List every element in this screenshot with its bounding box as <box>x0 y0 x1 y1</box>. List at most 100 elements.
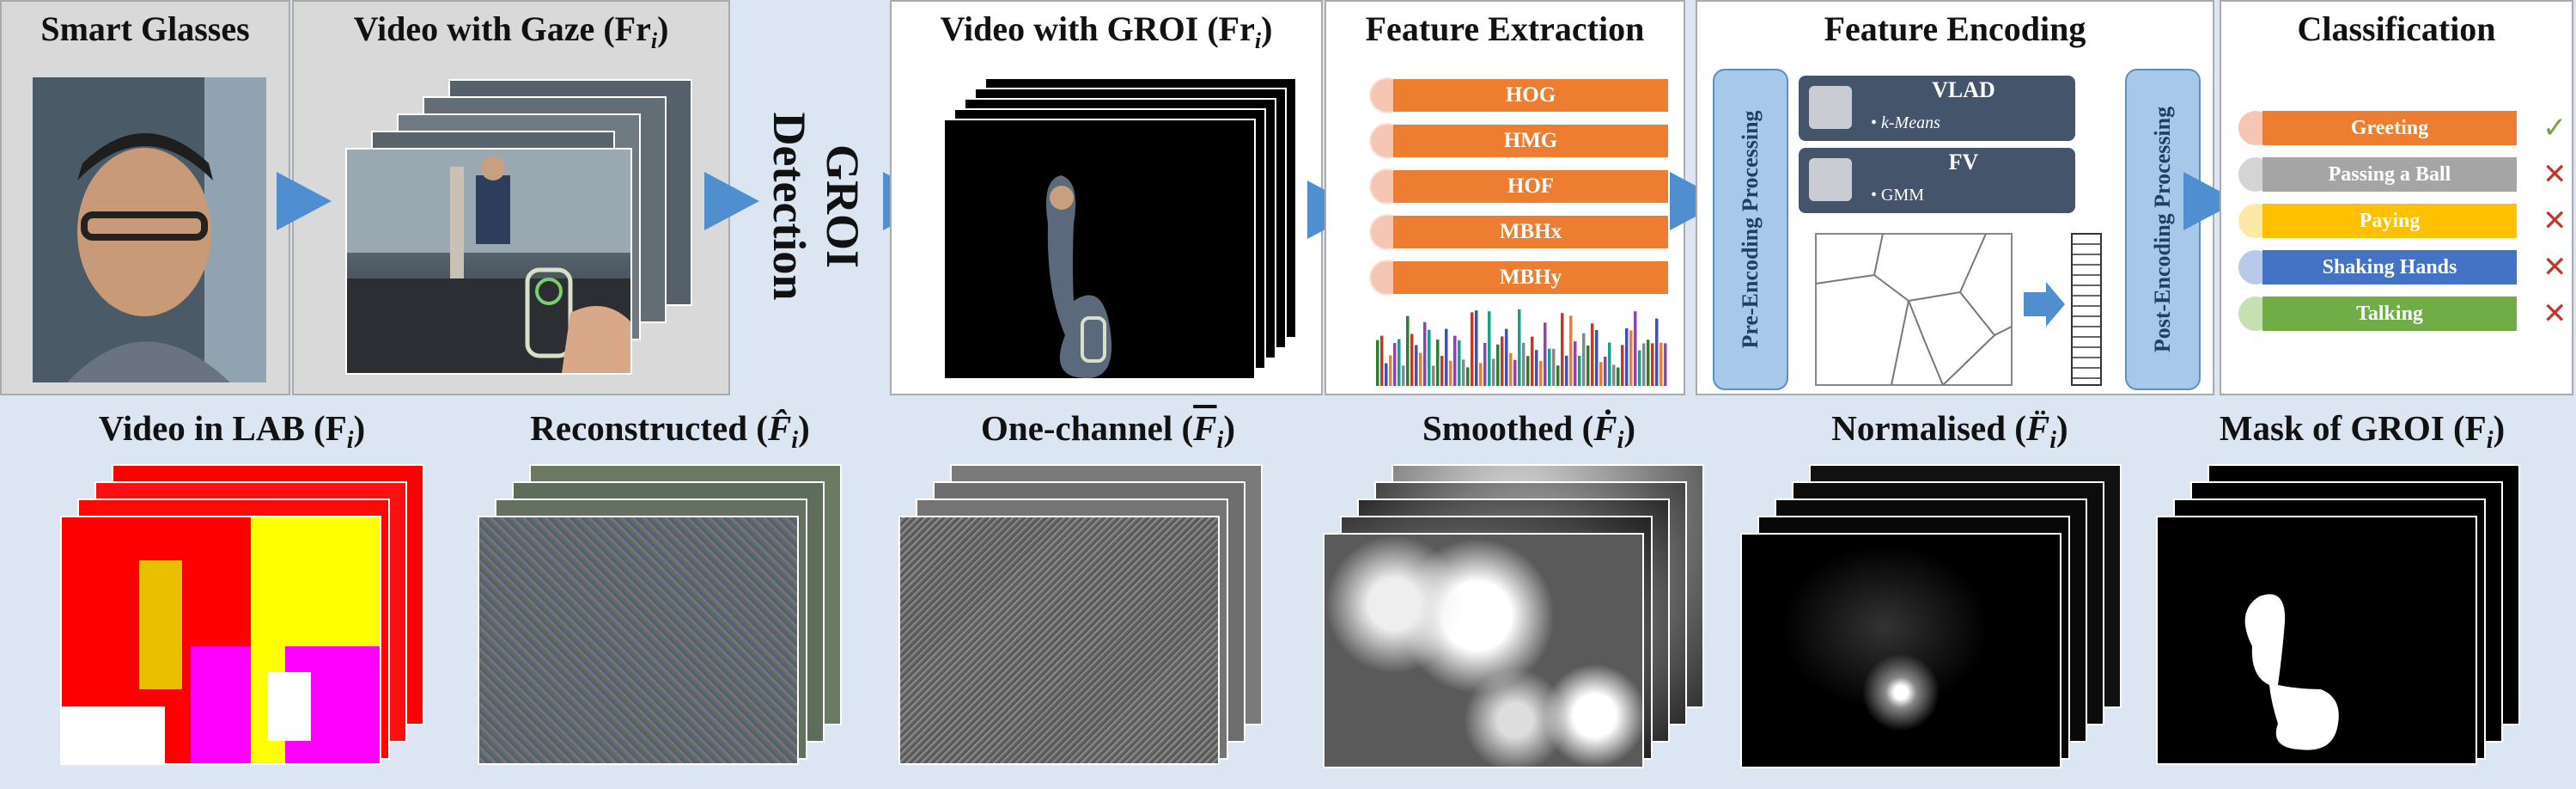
histogram-bar <box>1453 335 1457 386</box>
histogram-bar <box>1398 339 1401 386</box>
histogram-bar <box>1380 335 1384 386</box>
arrow-gaze-to-detection <box>704 172 759 230</box>
video-gaze-panel: Video with Gaze (Fri) <box>292 0 730 395</box>
histogram-bar <box>1505 328 1508 386</box>
histogram-bar <box>1634 311 1637 386</box>
histogram-bar <box>1449 360 1452 386</box>
histogram-bar <box>1496 344 1500 386</box>
histogram-bar <box>1415 345 1418 386</box>
feature-extraction-title: Feature Extraction <box>1365 9 1645 48</box>
histogram-bar <box>1428 329 1431 386</box>
cross-icon: ✕ <box>2543 204 2567 238</box>
histogram-bar <box>1659 342 1663 386</box>
groi-mask-shape <box>2244 594 2339 750</box>
lab-frame-stack <box>60 464 438 774</box>
histogram-bar <box>1625 327 1629 386</box>
histogram-bar <box>1410 333 1414 386</box>
one-channel-title: One-channel (Fi) <box>981 408 1235 455</box>
histogram-bar <box>1565 355 1568 386</box>
groi-masked-region <box>1045 175 1112 378</box>
smart-glasses-panel: Smart Glasses <box>0 0 290 395</box>
histogram-bar <box>1423 321 1427 386</box>
histogram-bar <box>1647 339 1650 386</box>
pre-encoding-box: Pre-Encoding Processing <box>1713 69 1788 390</box>
arrow-glasses-to-gaze <box>277 172 332 230</box>
class-label: Shaking Hands <box>2262 250 2517 284</box>
histogram-bar <box>1492 358 1495 386</box>
histogram-bar <box>1445 328 1448 386</box>
reconstructed-frame-stack <box>478 464 856 774</box>
histogram-bar <box>1518 309 1521 386</box>
class-label: Paying <box>2262 204 2517 238</box>
normalised-front-frame <box>1740 533 2061 768</box>
mask-front-frame <box>2156 516 2477 765</box>
class-label: Talking <box>2262 297 2517 331</box>
video-groi-front-frame <box>943 119 1256 380</box>
histogram-bar <box>1604 356 1607 386</box>
histogram-bar <box>1466 367 1470 386</box>
histogram-bar <box>1419 352 1422 386</box>
histogram-bar <box>1591 323 1594 386</box>
histogram-bar <box>1483 343 1487 386</box>
feature-histogram-bars <box>1376 309 1667 386</box>
fv-box: FV • GMM <box>1799 148 2075 213</box>
histogram-bar <box>1531 336 1534 386</box>
histogram-bar <box>1406 315 1410 386</box>
histogram-bar <box>1440 356 1444 386</box>
histogram-bar <box>1569 315 1573 386</box>
class-label: Greeting <box>2262 111 2517 145</box>
histogram-bar <box>1642 343 1646 386</box>
histogram-bar <box>1651 343 1654 386</box>
feature-extraction-panel: Feature Extraction HOG HMG HOF MBHx MBHy <box>1325 0 1685 395</box>
vlad-box: VLAD • k-Means <box>1799 76 2075 141</box>
histogram-bar <box>1552 348 1556 386</box>
histogram-bar <box>1475 310 1478 386</box>
histogram-bar <box>1385 363 1388 386</box>
video-gaze-frame-stack <box>345 79 692 380</box>
histogram-bar <box>1586 346 1590 386</box>
histogram-bar <box>1501 336 1504 386</box>
histogram-bar <box>1574 341 1577 386</box>
class-label: Passing a Ball <box>2262 157 2517 192</box>
histogram-bar <box>1621 345 1624 386</box>
video-groi-panel: Video with GROI (Fri) <box>890 0 1323 395</box>
histogram-bar <box>1629 330 1633 386</box>
histogram-bar <box>1376 339 1379 386</box>
histogram-bar <box>1539 360 1543 386</box>
video-groi-title: Video with GROI (Fri) <box>940 9 1273 53</box>
smoothed-title: Smoothed (Ḟi) <box>1422 408 1636 455</box>
groi-detection-label: GROI Detection <box>764 112 868 301</box>
smoothed-frame-stack <box>1323 464 1704 774</box>
histogram-bar <box>1462 359 1465 386</box>
classification-panel: Classification Greeting ✓ Passing a Ball ✕ P… <box>2220 0 2573 395</box>
cross-icon: ✕ <box>2543 250 2567 284</box>
histogram-bar <box>1548 348 1551 386</box>
check-icon: ✓ <box>2543 111 2567 145</box>
mask-frame-stack <box>2156 464 2534 774</box>
smart-glasses-title: Smart Glasses <box>40 9 250 48</box>
histogram-bar <box>1488 311 1491 386</box>
histogram-bar <box>1393 343 1397 386</box>
histogram-bar <box>1389 355 1392 386</box>
histogram-bar <box>1479 363 1483 386</box>
cross-icon: ✕ <box>2543 157 2567 192</box>
histogram-bar <box>1612 364 1616 386</box>
histogram-bar <box>1402 365 1405 386</box>
feature-encoding-panel: Feature Encoding Pre-Encoding Processing… <box>1696 0 2214 395</box>
histogram-bar <box>1578 356 1581 386</box>
histogram-bar <box>1544 322 1547 386</box>
histogram-bar <box>1664 343 1667 386</box>
one-channel-front-frame <box>898 516 1220 765</box>
histogram-bar <box>1432 365 1435 386</box>
histogram-bar <box>1638 350 1641 386</box>
lab-title: Video in LAB (Fi) <box>98 408 366 455</box>
histogram-bar <box>1535 350 1538 386</box>
histogram-bar <box>1608 342 1611 386</box>
histogram-bar <box>1513 359 1517 386</box>
histogram-bar <box>1436 339 1440 386</box>
classification-title: Classification <box>2297 9 2496 48</box>
histogram-bar <box>1522 342 1526 386</box>
room-scene-illustration <box>347 150 630 373</box>
histogram-bar <box>1556 365 1560 386</box>
histogram-bar <box>1582 333 1586 386</box>
